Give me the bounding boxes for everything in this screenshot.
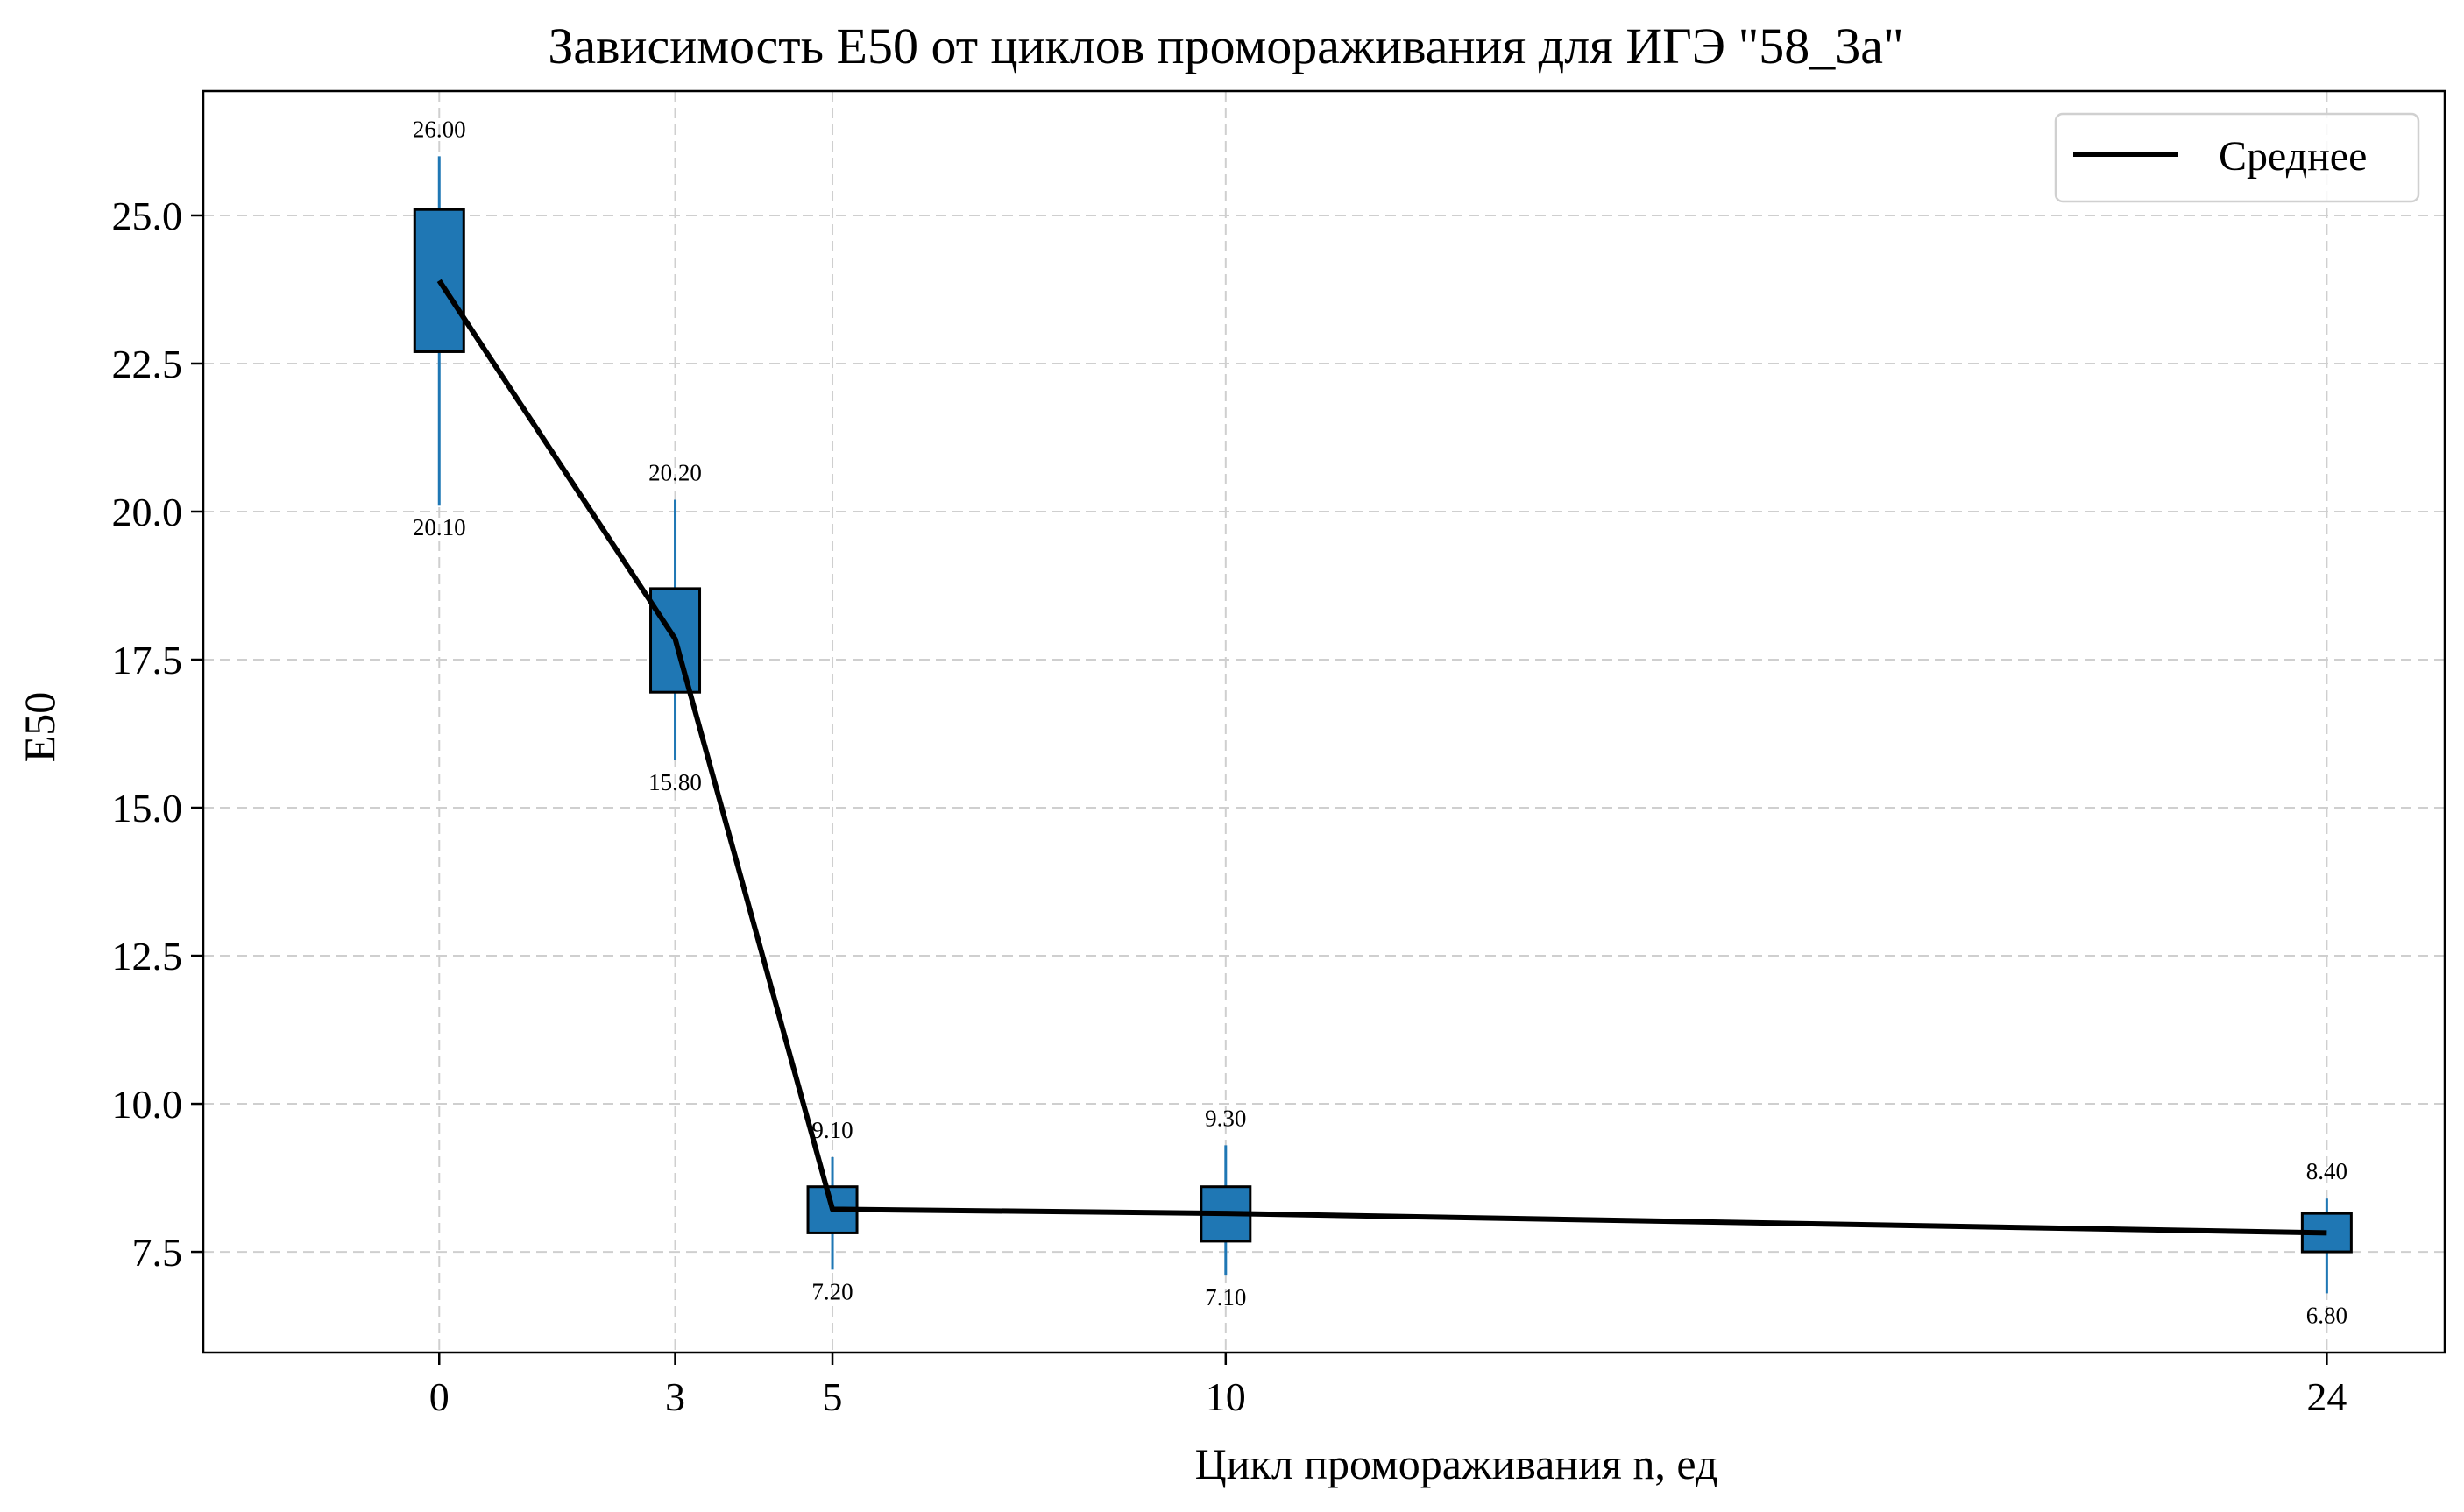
min-label: 6.80 bbox=[2306, 1302, 2347, 1328]
y-tick-label: 7.5 bbox=[132, 1230, 183, 1275]
max-label: 26.00 bbox=[413, 116, 466, 142]
x-tick-label: 10 bbox=[1206, 1374, 1246, 1419]
y-tick-label: 25.0 bbox=[112, 194, 183, 238]
box-0 bbox=[413, 208, 465, 353]
y-tick-label: 17.5 bbox=[112, 638, 183, 682]
box-layer bbox=[413, 156, 2353, 1294]
y-tick-label: 15.0 bbox=[112, 786, 183, 830]
min-label: 7.20 bbox=[811, 1278, 853, 1304]
min-label: 20.10 bbox=[413, 514, 466, 541]
max-label: 8.40 bbox=[2306, 1158, 2347, 1184]
y-tick-label: 10.0 bbox=[112, 1082, 183, 1127]
chart-title: Зависимость E50 от циклов промораживания… bbox=[548, 18, 1903, 74]
grid-layer bbox=[203, 91, 2445, 1353]
y-tick-label: 22.5 bbox=[112, 342, 183, 386]
x-tick-label: 3 bbox=[665, 1374, 685, 1419]
axis-layer: 0 3 5 10 24 7.5 10.0 12.5 15.0 17.5 20.0 22.5 25.0 bbox=[112, 89, 2446, 1419]
legend-entry-mean: Среднее bbox=[2219, 133, 2367, 180]
mean-line bbox=[436, 279, 2327, 1236]
y-tick-label: 20.0 bbox=[112, 490, 183, 534]
y-axis-label: E50 bbox=[15, 692, 64, 763]
legend-frame bbox=[2054, 112, 2420, 203]
y-tick-label: 12.5 bbox=[112, 934, 183, 979]
x-tick-label: 5 bbox=[823, 1374, 843, 1419]
max-label: 9.10 bbox=[811, 1117, 853, 1143]
legend: Среднее bbox=[2054, 112, 2420, 203]
data-label-layer: 26.00 20.10 20.20 15.80 9.10 7.20 9.30 7.10 8.40… bbox=[413, 116, 2347, 1328]
x-axis-label: Цикл промораживания n, ед bbox=[1195, 1439, 1718, 1488]
min-label: 15.80 bbox=[648, 769, 702, 795]
max-label: 9.30 bbox=[1205, 1105, 1246, 1131]
plot-frame bbox=[202, 89, 2446, 1354]
x-tick-label: 0 bbox=[429, 1374, 450, 1419]
max-label: 20.20 bbox=[648, 459, 702, 485]
x-tick-label: 24 bbox=[2306, 1374, 2347, 1419]
min-label: 7.10 bbox=[1205, 1284, 1246, 1311]
mean-layer bbox=[436, 279, 2327, 1236]
